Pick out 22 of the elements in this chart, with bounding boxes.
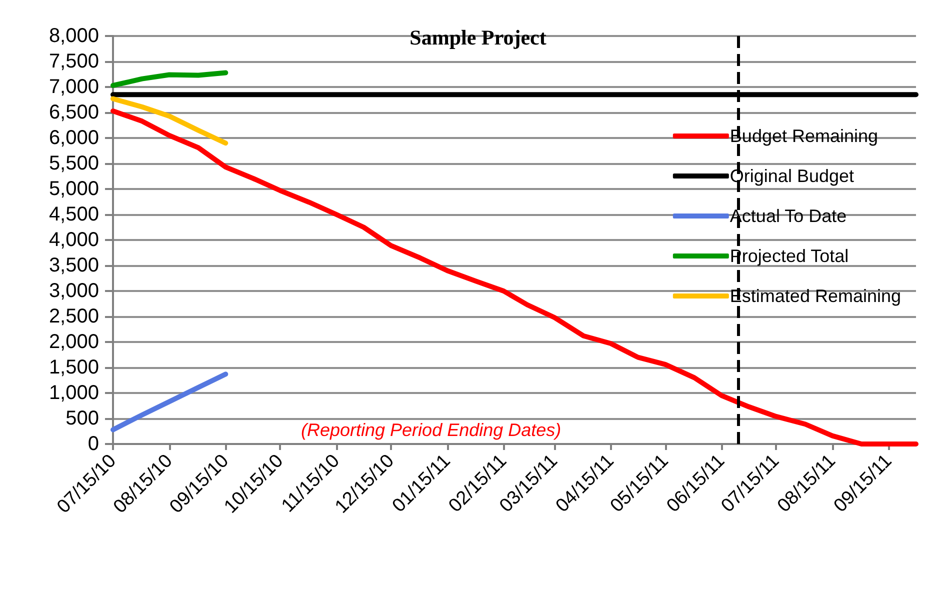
y-tick-label: 3,000	[48, 280, 99, 302]
y-tick-label: 7,500	[48, 50, 99, 72]
annotation: (Reporting Period Ending Dates)	[301, 420, 562, 440]
y-tick-label: 6,500	[48, 102, 99, 124]
y-tick-label: 1,500	[48, 356, 99, 378]
legend-label: Original Budget	[730, 166, 854, 186]
y-tick-label: 1,000	[48, 382, 99, 404]
legend-label: Actual To Date	[730, 206, 847, 226]
y-tick-label: 8,000	[48, 25, 99, 47]
y-tick-label: 2,500	[48, 306, 99, 328]
y-tick-label: 3,500	[48, 254, 99, 276]
y-tick-label: 5,000	[48, 178, 99, 200]
legend-label: Estimated Remaining	[730, 286, 902, 306]
y-tick-label: 4,000	[48, 229, 99, 251]
y-tick-label: 4,500	[48, 204, 99, 226]
y-tick-label: 5,500	[48, 152, 99, 174]
chart-title: Sample Project	[410, 26, 546, 50]
y-tick-label: 2,000	[48, 331, 99, 353]
y-tick-label: 0	[88, 433, 99, 455]
y-tick-label: 500	[66, 408, 99, 430]
y-tick-label: 7,000	[48, 76, 99, 98]
y-tick-label: 6,000	[48, 127, 99, 149]
